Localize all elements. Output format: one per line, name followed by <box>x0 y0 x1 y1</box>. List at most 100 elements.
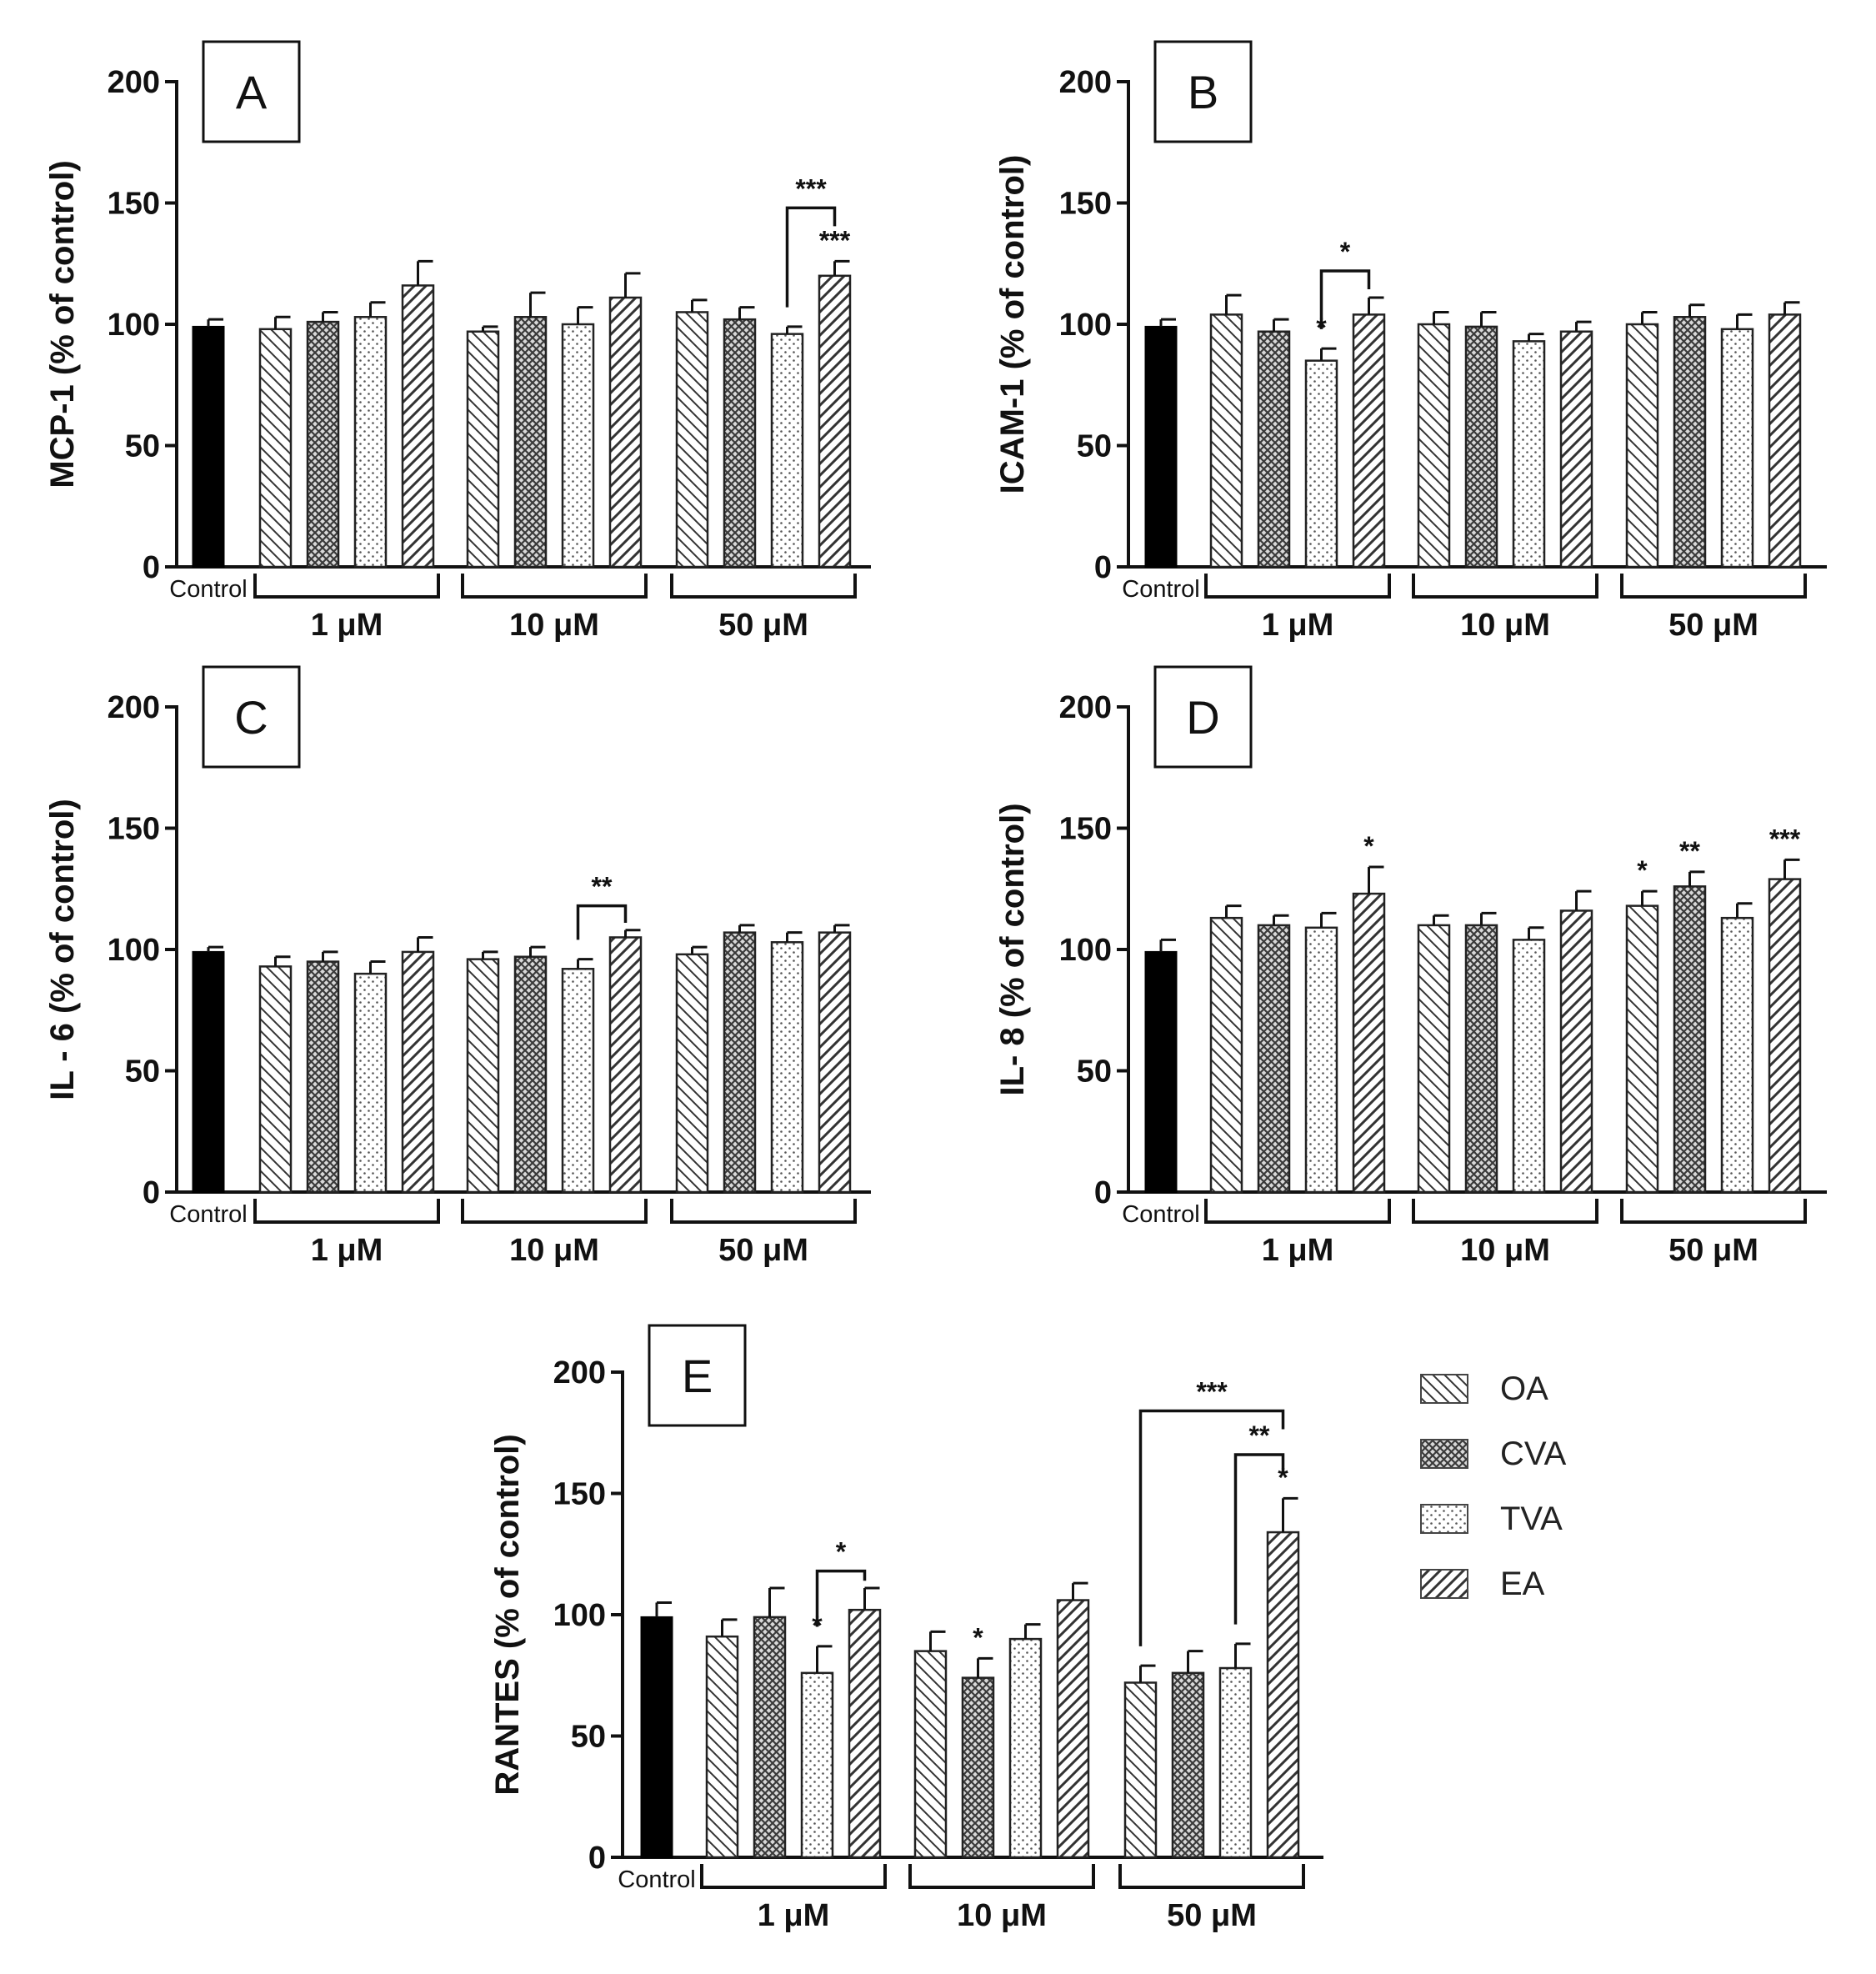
bar-EA <box>608 296 643 569</box>
y-tick-label: 200 <box>1059 65 1112 100</box>
bar-OA <box>466 330 500 569</box>
significance-bracket <box>1233 1453 1285 1625</box>
bar-OA <box>675 311 709 569</box>
y-tick-label: 100 <box>553 1598 606 1633</box>
bar-TVA <box>1304 926 1338 1194</box>
y-tick-label: 150 <box>1059 812 1112 847</box>
bar-CVA <box>1464 924 1498 1194</box>
bar-TVA <box>1512 939 1546 1194</box>
significance-mark: *** <box>819 225 851 255</box>
group-label: 50 μM <box>1668 1233 1758 1268</box>
y-tick-label: 200 <box>553 1355 606 1390</box>
control-bar <box>1144 325 1178 568</box>
panel-D: D 0 50 100 150 200 IL- 8 (% of control) Control… <box>994 665 1827 1268</box>
y-axis-label: MCP-1 (% of control) <box>44 160 81 488</box>
control-label: Control <box>169 576 248 603</box>
panel-label-box <box>1153 665 1253 769</box>
bar-OA <box>1625 323 1659 569</box>
group-label: 10 μM <box>1460 1233 1550 1268</box>
group-bracket <box>1204 1199 1391 1224</box>
bar-TVA <box>561 968 595 1194</box>
control-bar <box>1144 950 1178 1194</box>
bar-TVA <box>1218 1666 1253 1859</box>
control-label: Control <box>1122 1201 1200 1228</box>
group-bracket <box>670 1199 857 1224</box>
bar-OA <box>675 953 709 1194</box>
group-bracket <box>253 1199 440 1224</box>
bar-TVA <box>1008 1637 1043 1859</box>
significance-bracket <box>815 1569 867 1627</box>
control-bar <box>192 950 225 1194</box>
group-bracket <box>670 574 857 599</box>
bar-CVA <box>513 316 548 569</box>
y-tick-label: 50 <box>1077 429 1112 464</box>
control-bar <box>640 1616 673 1859</box>
significance-bracket <box>785 206 837 308</box>
bar-OA <box>913 1650 948 1859</box>
group-bracket <box>908 1864 1095 1889</box>
bar-OA <box>258 328 293 569</box>
group-label: 1 μM <box>311 1233 383 1268</box>
panel-label: A <box>236 66 268 118</box>
bracket-significance-mark: *** <box>1196 1377 1228 1407</box>
group-label: 1 μM <box>758 1898 830 1933</box>
bar-TVA <box>770 941 804 1194</box>
bar-EA <box>401 284 435 569</box>
y-tick-label: 150 <box>108 187 160 222</box>
bar-OA <box>258 965 293 1194</box>
bar-EA <box>1559 909 1593 1194</box>
bracket-significance-mark: *** <box>795 173 827 203</box>
bar-TVA <box>800 1671 834 1859</box>
group-label: 50 μM <box>1167 1898 1257 1933</box>
bar-TVA <box>1304 359 1338 569</box>
control-label: Control <box>169 1201 248 1228</box>
legend-label-OA: OA <box>1500 1370 1548 1407</box>
bar-CVA <box>1673 885 1707 1194</box>
control-label: Control <box>618 1866 696 1893</box>
y-tick-label: 150 <box>553 1477 606 1512</box>
bar-TVA <box>353 316 388 569</box>
bar-EA <box>1768 313 1802 569</box>
bar-CVA <box>513 955 548 1194</box>
legend-label-CVA: CVA <box>1500 1435 1567 1472</box>
group-bracket <box>1118 1864 1305 1889</box>
significance-mark: * <box>1278 1462 1288 1492</box>
y-axis-label: RANTES (% of control) <box>489 1434 526 1795</box>
bar-OA <box>1625 904 1659 1194</box>
group-label: 10 μM <box>1460 608 1550 643</box>
bar-TVA <box>1720 328 1754 569</box>
bar-TVA <box>561 323 595 569</box>
group-bracket <box>1204 574 1391 599</box>
y-tick-label: 150 <box>108 812 160 847</box>
group-bracket <box>1412 1199 1598 1224</box>
bracket-significance-mark: ** <box>592 872 613 902</box>
y-tick-label: 0 <box>143 1175 160 1210</box>
legend-swatch-OA <box>1420 1374 1468 1404</box>
bar-TVA <box>1720 916 1754 1194</box>
y-tick-label: 50 <box>125 429 160 464</box>
bar-CVA <box>1464 325 1498 569</box>
bar-OA <box>466 958 500 1194</box>
significance-mark: ** <box>1679 836 1700 866</box>
control-label: Control <box>1122 576 1200 603</box>
legend-label-EA: EA <box>1500 1566 1545 1602</box>
panel-label-box <box>1153 40 1253 143</box>
panel-B: B 0 50 100 150 200 ICAM-1 (% of control) Contro… <box>994 40 1827 643</box>
bracket-significance-mark: * <box>836 1537 847 1567</box>
y-tick-label: 0 <box>588 1841 606 1876</box>
panel-label: B <box>1188 66 1218 118</box>
group-bracket <box>253 574 440 599</box>
group-bracket <box>461 1199 648 1224</box>
bar-EA <box>1768 878 1802 1194</box>
bar-OA <box>1417 323 1451 569</box>
bar-TVA <box>770 333 804 569</box>
y-tick-label: 0 <box>143 550 160 585</box>
y-tick-label: 100 <box>1059 933 1112 968</box>
y-tick-label: 50 <box>125 1055 160 1090</box>
legend: OA CVA TVA EA <box>1420 1370 1567 1602</box>
significance-bracket <box>576 904 628 940</box>
panel-label-box <box>202 40 301 143</box>
bar-OA <box>1209 313 1243 569</box>
y-axis-label: IL- 8 (% of control) <box>994 803 1031 1095</box>
panel-label: C <box>234 691 268 744</box>
